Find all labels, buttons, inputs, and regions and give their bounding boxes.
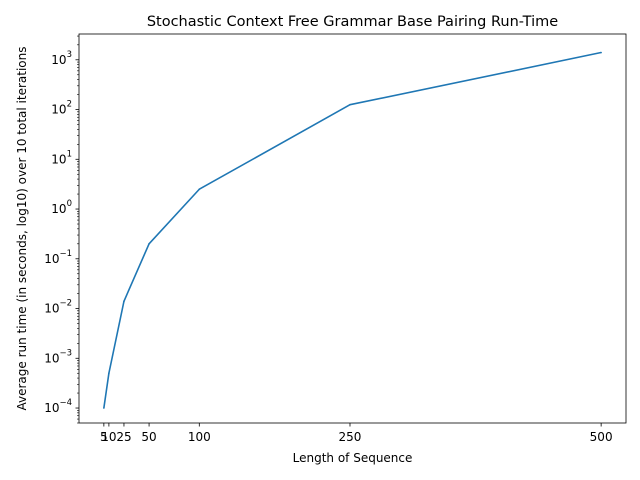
data-point: [103, 407, 105, 409]
y-tick-label: 103: [51, 50, 72, 67]
y-tick-label: 102: [51, 100, 72, 117]
x-tick-label: 100: [188, 430, 211, 444]
data-point: [148, 243, 150, 245]
x-tick-label: 50: [141, 430, 156, 444]
x-axis-label: Length of Sequence: [293, 451, 413, 465]
y-tick-label: 100: [51, 199, 72, 216]
series-layer: [103, 51, 602, 409]
data-point: [123, 300, 125, 303]
y-tick-label: 101: [51, 149, 72, 166]
y-tick-label: 10−1: [44, 249, 72, 266]
x-tick-label: 250: [339, 430, 362, 444]
y-tick-label: 10−2: [44, 299, 72, 316]
data-point: [108, 372, 110, 375]
data-point: [198, 188, 201, 191]
x-tick-label: 25: [116, 430, 131, 444]
y-axis-ticks: 10−4 10−3 10−2 10−1 100 101 102 103: [44, 50, 79, 415]
y-axis-label: Average run time (in seconds, log10) ove…: [15, 46, 29, 410]
x-tick-label: 5: [100, 430, 108, 444]
plot-area-frame: [78, 33, 627, 424]
x-tick-label: 500: [590, 430, 613, 444]
chart-title: Stochastic Context Free Grammar Base Pai…: [147, 14, 558, 30]
x-axis-ticks: 510 25 50 100 250 500: [100, 423, 613, 444]
data-point: [349, 103, 351, 106]
y-tick-label: 10−3: [44, 348, 72, 365]
y-tick-label: 10−4: [44, 398, 72, 415]
x-tick-label: 10: [101, 430, 116, 444]
data-point: [600, 51, 602, 54]
